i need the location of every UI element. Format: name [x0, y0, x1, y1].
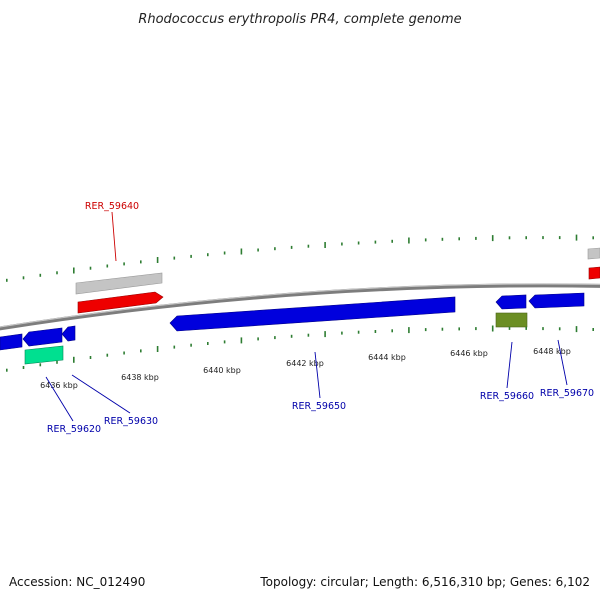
- forward-genes: [77, 266, 600, 314]
- genome-backbone: [0, 283, 600, 331]
- gene-label[interactable]: RER_59640: [85, 201, 139, 212]
- tick-labels: 6436 kbp 6438 kbp 6440 kbp 6442 kbp 6444…: [40, 347, 571, 390]
- feature-olive-box[interactable]: [495, 312, 528, 328]
- neutral-bar-left: [75, 272, 163, 295]
- tick-label: 6438 kbp: [121, 373, 159, 382]
- gene-arrow-RER_59650[interactable]: [169, 296, 456, 332]
- gene-label[interactable]: RER_59620: [47, 424, 101, 435]
- leader-RER_59630: [71, 374, 131, 414]
- leader-RER_59670: [557, 339, 568, 386]
- tick-label: 6444 kbp: [368, 353, 406, 362]
- gene-arrow-RER_59660[interactable]: [495, 294, 527, 310]
- outer-tick-track: [6, 234, 595, 282]
- gene-label[interactable]: RER_59630: [104, 416, 158, 427]
- gene-arrow-forward-edge[interactable]: [588, 266, 600, 280]
- tick-label: 6436 kbp: [40, 381, 78, 390]
- tick-label: 6446 kbp: [450, 349, 488, 358]
- gene-arrow-small[interactable]: [61, 325, 76, 342]
- other-features: [24, 312, 528, 365]
- tick-label: 6440 kbp: [203, 366, 241, 375]
- gene-arrow-RER_59670[interactable]: [528, 292, 585, 309]
- gene-labels: RER_59640 RER_59620 RER_59630 RER_59650 …: [47, 201, 594, 435]
- reverse-genes: [0, 292, 585, 351]
- tick-label: 6442 kbp: [286, 359, 324, 368]
- outer-neutral-bars: [75, 247, 600, 295]
- accession-text: Accession: NC_012490: [9, 575, 145, 589]
- map-title: Rhodococcus erythropolis PR4, complete g…: [138, 12, 461, 27]
- gene-arrow-RER_59630[interactable]: [22, 327, 63, 347]
- leader-RER_59620: [45, 376, 74, 422]
- label-leaders: [45, 211, 568, 422]
- leader-RER_59640: [111, 211, 117, 262]
- leader-RER_59660: [506, 341, 513, 389]
- gene-label[interactable]: RER_59660: [480, 391, 534, 402]
- inner-tick-track: [6, 325, 595, 372]
- tick-label: 6448 kbp: [533, 347, 571, 356]
- gene-arrow-left-edge[interactable]: [0, 333, 23, 351]
- gene-label[interactable]: RER_59670: [540, 388, 594, 399]
- gene-box-RER_59620[interactable]: [24, 345, 64, 365]
- genome-summary-text: Topology: circular; Length: 6,516,310 bp…: [259, 575, 590, 589]
- neutral-bar-right: [587, 247, 600, 260]
- gene-arrow-RER_59640[interactable]: [77, 291, 164, 314]
- gene-label[interactable]: RER_59650: [292, 401, 346, 412]
- leader-RER_59650: [314, 351, 321, 399]
- genome-backbone-highlight: [0, 283, 600, 328]
